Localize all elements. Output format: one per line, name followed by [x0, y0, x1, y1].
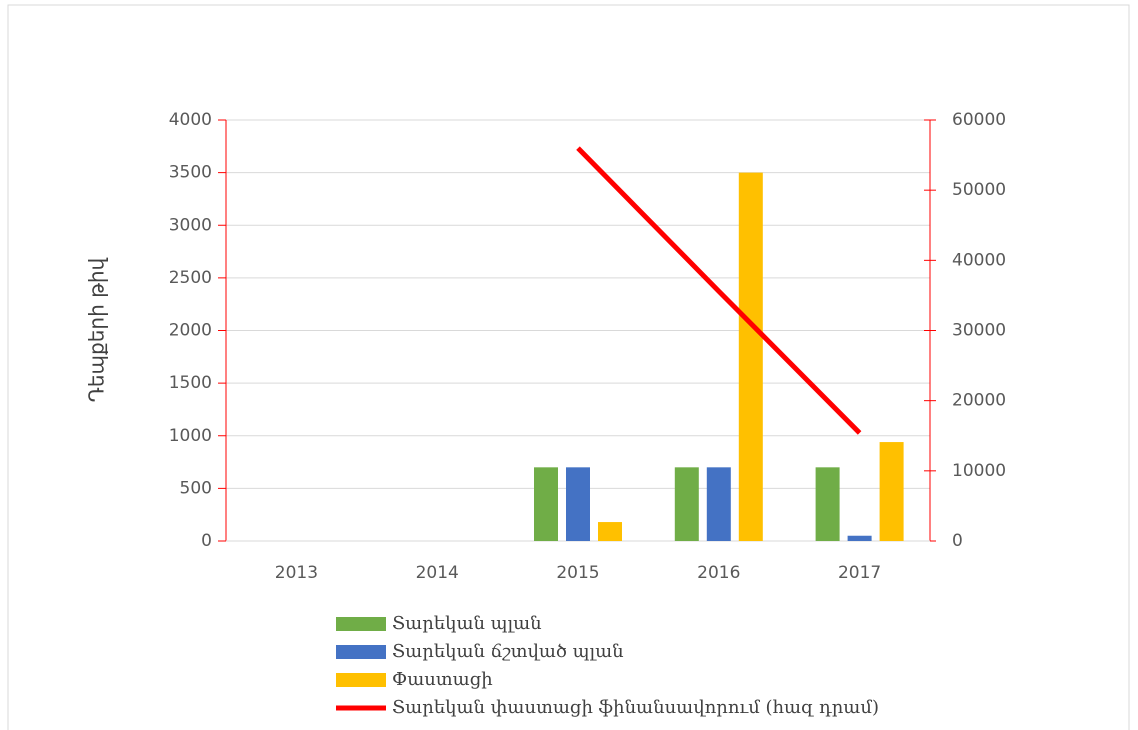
legend-swatch	[336, 673, 386, 687]
y-tick-label: 3500	[169, 163, 212, 183]
x-tick-label: 2013	[275, 563, 318, 583]
y-tick-label: 1500	[169, 373, 212, 393]
bar	[847, 535, 872, 541]
legend-label: Տարեկան փաստացի ֆինանսավորում (հազ դրամ)	[392, 697, 879, 718]
y2-tick-label: 0	[952, 531, 963, 551]
y-tick-label: 3000	[169, 215, 212, 235]
legend-label: Փաստացի	[392, 669, 493, 690]
y-tick-label: 2000	[169, 321, 212, 341]
y-tick-label: 2500	[169, 268, 212, 288]
y-tick-label: 0	[201, 531, 212, 551]
x-tick-label: 2017	[838, 563, 881, 583]
legend-swatch	[336, 617, 386, 631]
bar	[815, 467, 840, 541]
y2-tick-label: 10000	[952, 461, 1006, 481]
x-tick-label: 2016	[697, 563, 740, 583]
y2-tick-label: 20000	[952, 391, 1006, 411]
y2-tick-label: 60000	[952, 110, 1006, 130]
y-tick-label: 1000	[169, 426, 212, 446]
bar	[598, 522, 622, 541]
y-tick-label: 500	[180, 478, 212, 498]
bar	[738, 172, 763, 541]
y2-tick-label: 40000	[952, 250, 1006, 270]
line	[576, 146, 862, 435]
bar	[566, 467, 590, 541]
legend-label: Տարեկան պլան	[392, 613, 542, 634]
bar	[706, 467, 731, 541]
legend-swatch	[336, 645, 386, 659]
x-tick-label: 2014	[416, 563, 459, 583]
bar	[674, 467, 699, 541]
y-axis-label: Դեպքերի թիվ	[85, 257, 109, 402]
y2-tick-label: 30000	[952, 321, 1006, 341]
x-tick-label: 2015	[556, 563, 599, 583]
chart-frame	[7, 4, 1130, 730]
y-tick-label: 4000	[169, 110, 212, 130]
bar	[534, 467, 558, 541]
bar	[879, 442, 904, 541]
legend-label: Տարեկան ճշտված պլան	[392, 641, 624, 662]
y2-tick-label: 50000	[952, 180, 1006, 200]
